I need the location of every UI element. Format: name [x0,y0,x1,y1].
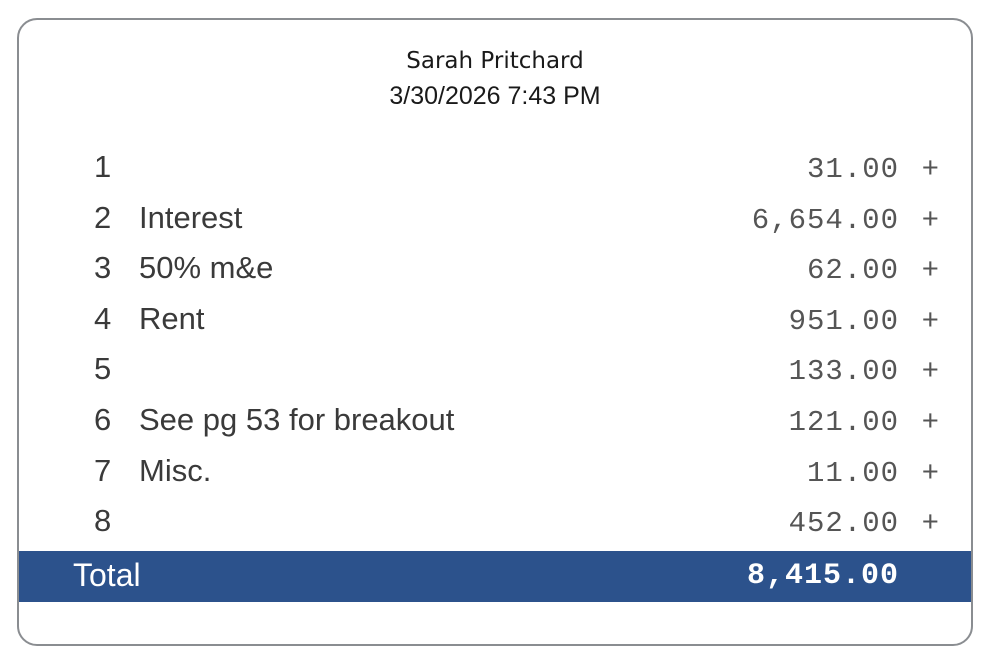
line-amount[interactable]: 133.00 [788,355,899,389]
line-operator: + [921,203,939,237]
line-amount[interactable]: 62.00 [806,254,899,288]
tape-line[interactable]: 5 133.00 + [19,347,971,398]
total-amount: 8,415.00 [746,559,899,593]
line-number: 8 [94,503,112,539]
line-operator: + [921,254,939,288]
line-number: 3 [94,250,112,286]
tape-line[interactable]: 1 31.00 + [19,145,971,196]
line-number: 2 [94,199,112,235]
line-amount[interactable]: 11.00 [806,456,899,490]
line-description[interactable]: Interest [139,199,243,235]
line-description[interactable]: See pg 53 for breakout [139,401,455,437]
total-label: Total [73,557,141,593]
line-amount[interactable]: 6,654.00 [751,203,899,237]
line-operator: + [921,405,939,439]
line-number: 5 [94,351,112,387]
tape-line[interactable]: 3 50% m&e 62.00 + [19,246,971,297]
line-number: 1 [94,149,112,184]
tape-line[interactable]: 7 Misc. 11.00 + [19,449,971,500]
adding-machine-tape: Sarah Pritchard 3/30/2026 7:43 PM 1 31.0… [17,18,973,646]
line-description[interactable]: Rent [139,300,205,336]
tape-line[interactable]: 4 Rent 951.00 + [19,297,971,348]
line-amount[interactable]: 31.00 [806,153,899,186]
line-operator: + [921,507,939,541]
tape-timestamp: 3/30/2026 7:43 PM [389,82,601,110]
line-operator: + [921,456,939,490]
line-operator: + [921,304,939,338]
line-amount[interactable]: 452.00 [788,507,899,541]
line-description[interactable]: Misc. [139,452,212,488]
tape-line[interactable]: 2 Interest 6,654.00 + [19,196,971,247]
tape-lines: 1 31.00 + 2 Interest 6,654.00 + 3 50% m&… [19,145,971,550]
total-bar: Total 8,415.00 [19,551,971,602]
line-number: 4 [94,300,112,336]
line-amount[interactable]: 121.00 [788,405,899,439]
tape-line[interactable]: 8 452.00 + [19,499,971,550]
tape-line[interactable]: 6 See pg 53 for breakout 121.00 + [19,398,971,449]
line-number: 7 [94,452,112,488]
tape-owner-name: Sarah Pritchard [406,48,584,74]
line-number: 6 [94,401,112,437]
line-operator: + [921,153,939,186]
line-description[interactable]: 50% m&e [139,250,274,286]
line-amount[interactable]: 951.00 [788,304,899,338]
line-operator: + [921,355,939,389]
